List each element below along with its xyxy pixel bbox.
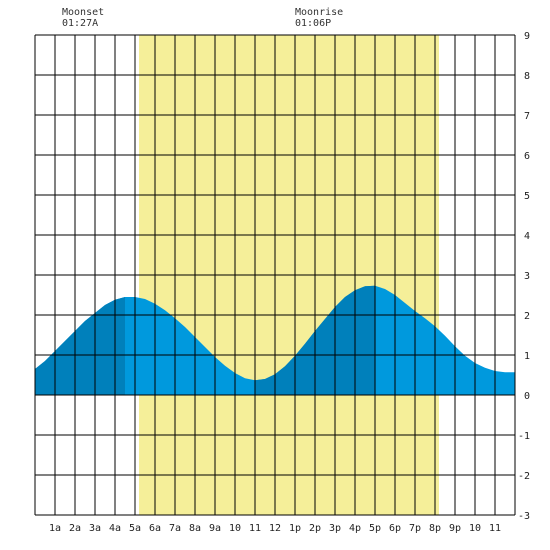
x-tick-label: 11 — [489, 523, 501, 534]
moonset-time: 01:27A — [62, 18, 99, 29]
x-tick-label: 3a — [89, 523, 101, 534]
x-tick-label: 12 — [269, 523, 281, 534]
x-tick-label: 2a — [69, 523, 81, 534]
y-tick-label: 7 — [524, 111, 530, 122]
y-tick-label: 8 — [524, 71, 530, 82]
x-tick-label: 7p — [409, 523, 421, 534]
x-tick-label: 10 — [229, 523, 241, 534]
y-tick-label: 1 — [524, 351, 530, 362]
x-tick-label: 10 — [469, 523, 481, 534]
x-tick-label: 9p — [449, 523, 461, 534]
x-tick-label: 7a — [169, 523, 181, 534]
y-tick-label: 4 — [524, 231, 530, 242]
y-tick-label: 6 — [524, 151, 530, 162]
y-tick-label: 9 — [524, 31, 530, 42]
y-tick-label: 5 — [524, 191, 530, 202]
x-tick-label: 2p — [309, 523, 321, 534]
x-tick-label: 9a — [209, 523, 221, 534]
x-tick-label: 5a — [129, 523, 141, 534]
moonset-label: Moonset 01:27A — [62, 7, 104, 29]
moonset-title: Moonset — [62, 7, 105, 18]
y-tick-label: -3 — [518, 511, 530, 522]
x-tick-label: 8a — [189, 523, 201, 534]
moonrise-label: Moonrise 01:06P — [295, 7, 343, 29]
y-tick-label: 0 — [524, 391, 530, 402]
x-tick-label: 1p — [289, 523, 301, 534]
x-tick-label: 1a — [49, 523, 61, 534]
x-tick-label: 8p — [429, 523, 441, 534]
x-tick-label: 4p — [349, 523, 361, 534]
x-tick-label: 6a — [149, 523, 161, 534]
x-tick-label: 4a — [109, 523, 121, 534]
y-tick-label: -1 — [518, 431, 530, 442]
y-tick-label: 2 — [524, 311, 530, 322]
x-tick-label: 5p — [369, 523, 381, 534]
x-tick-label: 6p — [389, 523, 401, 534]
moonrise-title: Moonrise — [295, 7, 344, 18]
x-tick-label: 3p — [329, 523, 341, 534]
x-tick-label: 11 — [249, 523, 261, 534]
tide-rising-1 — [35, 285, 125, 395]
y-tick-label: 3 — [524, 271, 530, 282]
y-tick-label: -2 — [518, 471, 530, 482]
moonrise-time: 01:06P — [295, 18, 332, 29]
